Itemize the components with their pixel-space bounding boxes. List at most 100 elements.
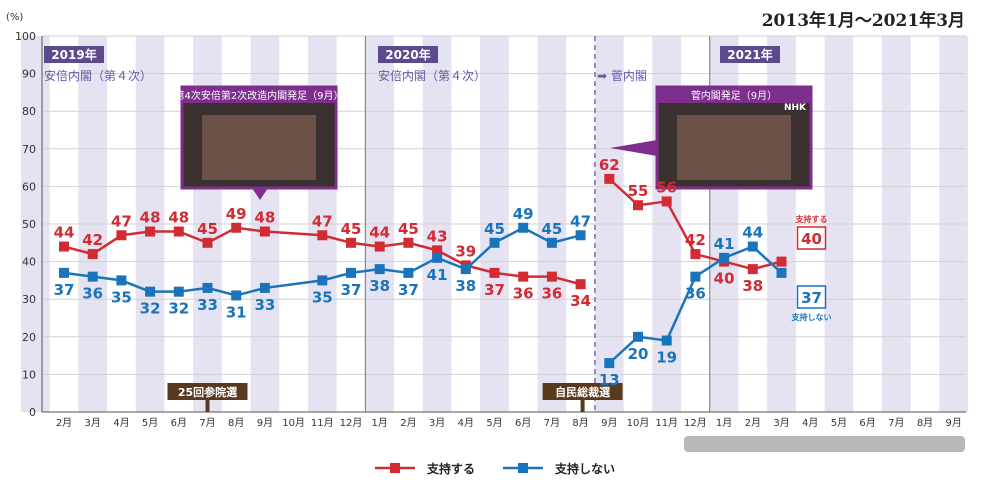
data-label: 45 [541,220,562,238]
data-point [116,275,127,286]
data-label: 49 [513,205,534,223]
data-point [518,271,529,282]
photo-people [202,115,316,180]
data-point [145,286,156,297]
data-label: 31 [226,303,247,321]
data-label: 37 [484,281,505,299]
year-badge-text: 2019年 [51,47,96,62]
data-point [661,335,672,346]
data-label: 36 [82,285,103,303]
data-point [719,252,730,263]
data-label: 45 [197,220,218,238]
data-label: 44 [369,224,390,242]
x-tick-label: 7月 [888,417,904,429]
event-marker [542,383,623,400]
x-tick-label: 6月 [859,417,875,429]
data-point [661,196,672,207]
data-label: 37 [398,281,419,299]
data-label: 44 [742,224,763,242]
data-label: 41 [427,266,448,284]
photo-caption-bar [657,87,811,103]
data-point [87,249,98,260]
y-tick-label: 40 [22,256,36,269]
callout-pointer [252,188,268,200]
y-tick-label: 30 [22,293,36,306]
data-point [202,237,213,248]
x-tick-label: 6月 [515,417,531,429]
data-point [747,264,758,275]
legend-marker [518,463,528,473]
data-point [59,241,69,252]
data-label: 38 [369,277,390,295]
x-tick-label: 9月 [946,417,962,429]
data-point [59,267,69,278]
year-badge [378,46,438,63]
data-label: 45 [398,220,419,238]
data-point [231,290,242,301]
x-tick-label: 2月 [400,417,416,429]
x-tick-label: 3月 [85,417,101,429]
legend-marker [390,463,400,473]
y-unit-label: (%) [6,12,23,23]
data-point [116,230,127,241]
end-series-label: 支持する [795,214,828,224]
data-label: 35 [312,288,333,306]
data-label: 48 [254,209,275,227]
photo-caption-bar [182,87,336,103]
data-label: 62 [599,156,620,174]
data-point [690,271,701,282]
data-point [633,331,643,342]
data-point [633,200,643,211]
data-label: 41 [714,235,735,253]
year-badge-text: 2020年 [385,47,430,62]
x-tick-label: 11月 [311,417,334,429]
nhk-logo: NHK [784,103,807,113]
year-badge-text: 2021年 [727,47,772,62]
data-label: 33 [197,296,218,314]
data-label: 33 [254,296,275,314]
year-badge [44,46,104,63]
data-point [604,358,615,369]
event-marker-text: 25回参院選 [178,385,237,399]
data-label: 43 [427,227,448,245]
x-tick-label: 11月 [655,417,678,429]
data-label: 48 [168,209,189,227]
data-point [317,275,328,286]
x-tick-label: 5月 [142,417,158,429]
x-tick-label: 10月 [627,417,650,429]
end-series-label: 支持しない [791,312,832,322]
year-badge [720,46,780,63]
data-point [489,237,500,248]
photo-caption: 第4次安倍第2次改造内閣発足（9月） [174,89,343,102]
x-tick-label: 2月 [56,417,72,429]
data-point [575,230,586,241]
x-tick-label: 1月 [716,417,732,429]
data-label: 45 [484,220,505,238]
data-point [145,226,156,237]
data-point [346,237,356,248]
legend-label: 支持しない [554,461,615,476]
event-marker [167,383,248,400]
x-tick-label: 7月 [199,417,215,429]
x-tick-label: 5月 [486,417,502,429]
data-point [231,222,242,233]
data-point [518,222,529,233]
data-label: 34 [570,292,591,310]
data-point [259,282,270,293]
data-label: 38 [742,277,763,295]
data-point [173,286,184,297]
cabinet-label: ➡ 菅内閣 [597,69,647,83]
data-point [489,267,500,278]
data-label: 40 [801,230,822,248]
y-tick-label: 10 [22,368,36,381]
data-point [776,267,787,278]
horizontal-scrollbar[interactable] [684,436,965,452]
data-point [259,226,270,237]
data-label: 32 [168,300,189,318]
data-point [202,282,213,293]
y-tick-label: 60 [22,180,36,193]
data-label: 37 [341,281,362,299]
x-tick-label: 1月 [372,417,388,429]
data-point [460,264,471,275]
